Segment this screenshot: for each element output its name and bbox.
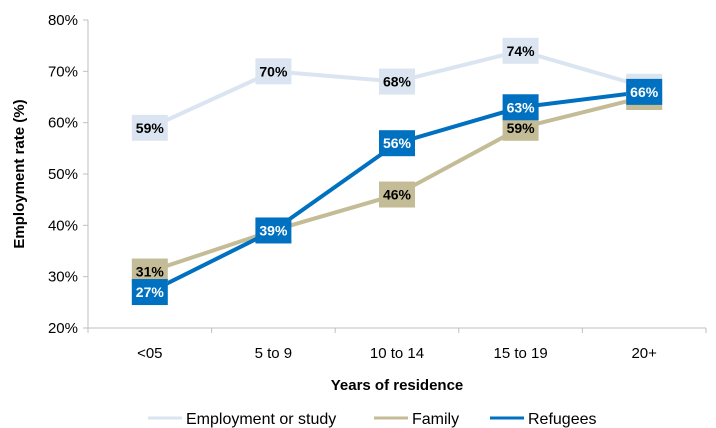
- legend-label: Family: [412, 411, 459, 428]
- data-label: 70%: [259, 63, 288, 79]
- legend-label: Employment or study: [186, 411, 336, 428]
- y-tick-label: 60%: [48, 115, 78, 132]
- data-label: 74%: [507, 43, 536, 59]
- y-axis-ticks: 20% 30% 40% 50% 60% 70% 80%: [48, 12, 88, 337]
- data-label: 27%: [136, 284, 165, 300]
- data-label: 59%: [136, 120, 165, 136]
- x-tick-label: 20+: [631, 345, 657, 362]
- data-label-box: [379, 181, 415, 208]
- data-label: 66%: [630, 84, 659, 100]
- data-label-box: [502, 94, 539, 121]
- x-axis-ticks: <05 5 to 9 10 to 14 15 to 19 20+: [87, 328, 707, 362]
- y-axis-title: Employment rate (%): [11, 99, 28, 248]
- y-tick-label: 20%: [48, 320, 78, 337]
- data-label: 68%: [383, 74, 412, 90]
- x-tick-label: 10 to 14: [370, 345, 424, 362]
- series-data-labels: 59%70%68%74%67%31%46%59%65%27%39%56%63%6…: [131, 37, 663, 306]
- data-label-box: [131, 114, 168, 141]
- data-label: 63%: [507, 99, 536, 115]
- y-tick-label: 50%: [48, 166, 78, 183]
- data-label-box: [131, 279, 168, 306]
- data-label-box: [255, 217, 292, 244]
- x-tick-label: <05: [137, 345, 162, 362]
- legend-label: Refugees: [528, 411, 597, 428]
- data-label-box: [502, 37, 539, 64]
- legend: Employment or study Family Refugees: [148, 411, 597, 428]
- x-tick-label: 5 to 9: [255, 345, 293, 362]
- data-label-box: [255, 58, 292, 85]
- data-label-box: [379, 130, 415, 157]
- data-label: 46%: [383, 187, 412, 203]
- data-label: 31%: [136, 264, 165, 280]
- data-label: 56%: [383, 135, 412, 151]
- y-tick-label: 70%: [48, 63, 78, 80]
- data-label-box: [626, 78, 663, 105]
- x-tick-label: 15 to 19: [493, 345, 547, 362]
- data-label: 39%: [259, 222, 288, 238]
- y-tick-label: 30%: [48, 269, 78, 286]
- y-tick-label: 80%: [48, 12, 78, 29]
- y-tick-label: 40%: [48, 217, 78, 234]
- x-axis-title: Years of residence: [331, 377, 464, 394]
- data-label-box: [379, 68, 415, 95]
- data-label: 59%: [507, 120, 536, 136]
